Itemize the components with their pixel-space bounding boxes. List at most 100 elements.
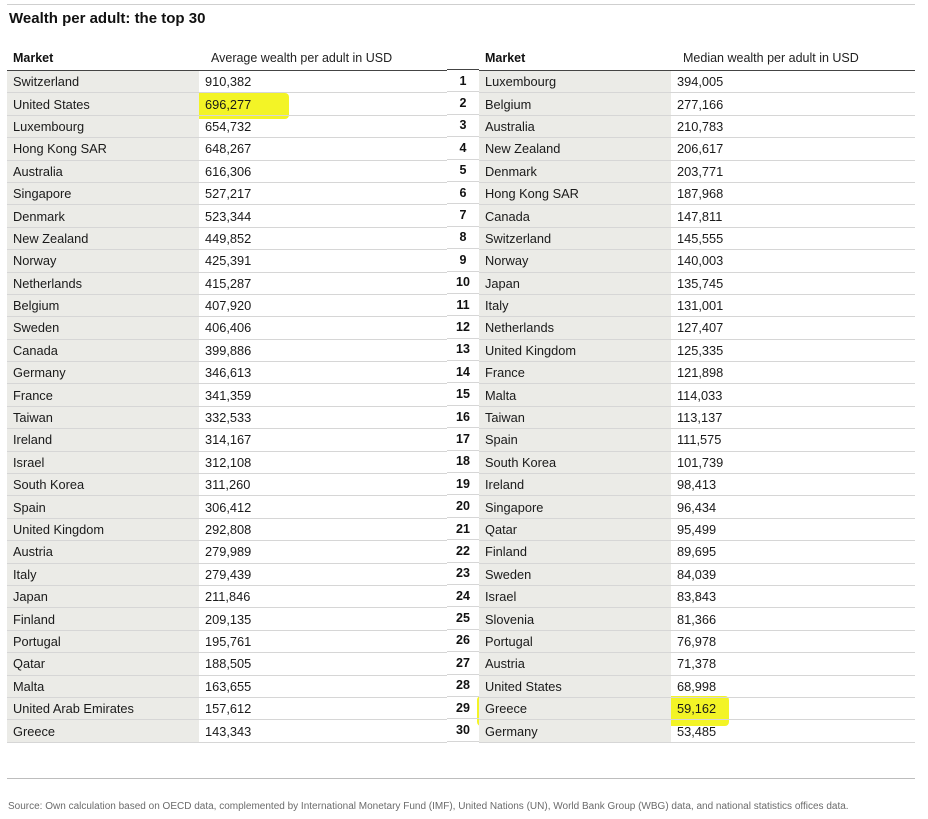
table-row: Malta 114,033 [479, 384, 915, 407]
median-value-cell: 131,001 [677, 298, 724, 314]
table-row: South Korea 101,739 [479, 451, 915, 475]
average-value-cell: 292,808 [205, 522, 252, 537]
median-market-cell: Singapore [479, 496, 671, 518]
rank-number: 14 [447, 361, 479, 384]
rank-number: 4 [447, 137, 479, 160]
table-row: Spain 111,575 [479, 429, 915, 452]
average-value-cell: 312,108 [205, 454, 252, 470]
rank-number: 28 [447, 675, 479, 697]
table-row: Germany 53,485 [479, 720, 915, 743]
median-value-cell: 68,998 [677, 678, 717, 694]
median-value-cell: 277,166 [677, 96, 724, 112]
average-market-cell: Ireland [7, 429, 199, 451]
average-value-cell: 314,167 [205, 432, 252, 448]
table-row: Japan 211,846 [7, 585, 447, 609]
table-row: Israel 83,843 [479, 585, 915, 609]
table-row: United States 68,998 [479, 675, 915, 698]
rank-number: 6 [447, 182, 479, 205]
rank-number: 27 [447, 652, 479, 675]
table-row: Norway 140,003 [479, 250, 915, 273]
rank-number: 5 [447, 160, 479, 182]
average-value-cell: 616,306 [205, 163, 252, 179]
median-table-body: Luxembourg 394,005 Belgium 277,166 Australia… [479, 71, 915, 743]
top-divider [7, 4, 915, 5]
average-value-cell: 654,732 [205, 118, 252, 134]
median-market-cell: Slovenia [479, 608, 671, 630]
average-market-cell: Taiwan [7, 406, 199, 429]
median-market-cell: Finland [479, 541, 671, 563]
average-market-cell: Malta [7, 675, 199, 697]
median-value-cell: 81,366 [677, 611, 717, 627]
average-market-cell: Italy [7, 563, 199, 585]
average-value-cell: 279,989 [205, 544, 252, 560]
median-value-cell: 84,039 [677, 566, 717, 582]
rank-number: 15 [447, 383, 479, 406]
median-market-cell: United States [479, 675, 671, 697]
median-market-cell: United Kingdom [479, 339, 671, 362]
median-value-cell: 127,407 [677, 320, 724, 336]
table-row: Singapore 96,434 [479, 496, 915, 519]
median-market-cell: Ireland [479, 474, 671, 496]
average-value-cell: 910,382 [205, 74, 252, 90]
rank-number: 29 [447, 697, 479, 720]
average-value-cell: 696,277 [205, 96, 252, 112]
median-value-cell: 394,005 [677, 74, 724, 90]
median-market-cell: New Zealand [479, 138, 671, 160]
table-row: Switzerland 145,555 [479, 227, 915, 251]
table-row: Finland 89,695 [479, 541, 915, 564]
header-market-right: Market [485, 51, 526, 65]
median-market-cell: Canada [479, 205, 671, 227]
median-value-cell: 121,898 [677, 365, 724, 381]
median-value-cell: 145,555 [677, 230, 724, 246]
median-market-cell: Hong Kong SAR [479, 182, 671, 205]
median-value-cell: 101,739 [677, 454, 724, 470]
average-market-cell: Singapore [7, 182, 199, 205]
table-row: Greece 143,343 [7, 720, 447, 743]
average-value-cell: 341,359 [205, 387, 252, 403]
median-value-cell: 135,745 [677, 275, 724, 291]
average-market-cell: France [7, 384, 199, 406]
median-wealth-table: Market Median wealth per adult in USD Lu… [479, 46, 915, 743]
average-value-cell: 407,920 [205, 298, 252, 314]
median-market-cell: Japan [479, 272, 671, 294]
median-market-cell: Belgium [479, 93, 671, 115]
median-market-cell: Switzerland [479, 227, 671, 250]
table-row: Norway 425,391 [7, 250, 447, 273]
rank-number: 18 [447, 451, 479, 474]
median-market-cell: Malta [479, 384, 671, 406]
table-row: United States 696,277 [7, 93, 447, 116]
source-note: Source: Own calculation based on OECD da… [8, 801, 849, 812]
average-value-cell: 163,655 [205, 678, 252, 694]
table-row: Luxembourg 654,732 [7, 115, 447, 139]
table-row: New Zealand 449,852 [7, 227, 447, 251]
median-value-cell: 89,695 [677, 544, 717, 560]
average-market-cell: Hong Kong SAR [7, 138, 199, 160]
average-value-cell: 449,852 [205, 230, 252, 246]
rank-number: 7 [447, 204, 479, 227]
average-value-cell: 209,135 [205, 611, 252, 627]
median-value-cell: 203,771 [677, 163, 724, 179]
table-row: Malta 163,655 [7, 675, 447, 698]
average-value-cell: 523,344 [205, 208, 252, 224]
median-market-cell: Austria [479, 653, 671, 675]
table-row: Portugal 76,978 [479, 630, 915, 654]
average-market-cell: Finland [7, 608, 199, 630]
table-row: Singapore 527,217 [7, 182, 447, 206]
rank-number: 3 [447, 115, 479, 138]
table-row: Japan 135,745 [479, 272, 915, 295]
average-market-cell: Spain [7, 496, 199, 518]
median-value-cell: 206,617 [677, 141, 724, 157]
median-market-cell: South Korea [479, 451, 671, 474]
table-row: South Korea 311,260 [7, 474, 447, 497]
median-market-cell: Sweden [479, 563, 671, 585]
median-value-cell: 83,843 [677, 589, 717, 605]
table-row: France 121,898 [479, 362, 915, 385]
median-value-cell: 125,335 [677, 342, 724, 358]
table-row: Netherlands 127,407 [479, 317, 915, 340]
rank-number: 13 [447, 339, 479, 362]
rank-number: 2 [447, 92, 479, 115]
table-row: Ireland 314,167 [7, 429, 447, 452]
average-table-header: Market Average wealth per adult in USD [7, 46, 447, 71]
table-row: Qatar 188,505 [7, 653, 447, 676]
median-market-cell: France [479, 362, 671, 384]
